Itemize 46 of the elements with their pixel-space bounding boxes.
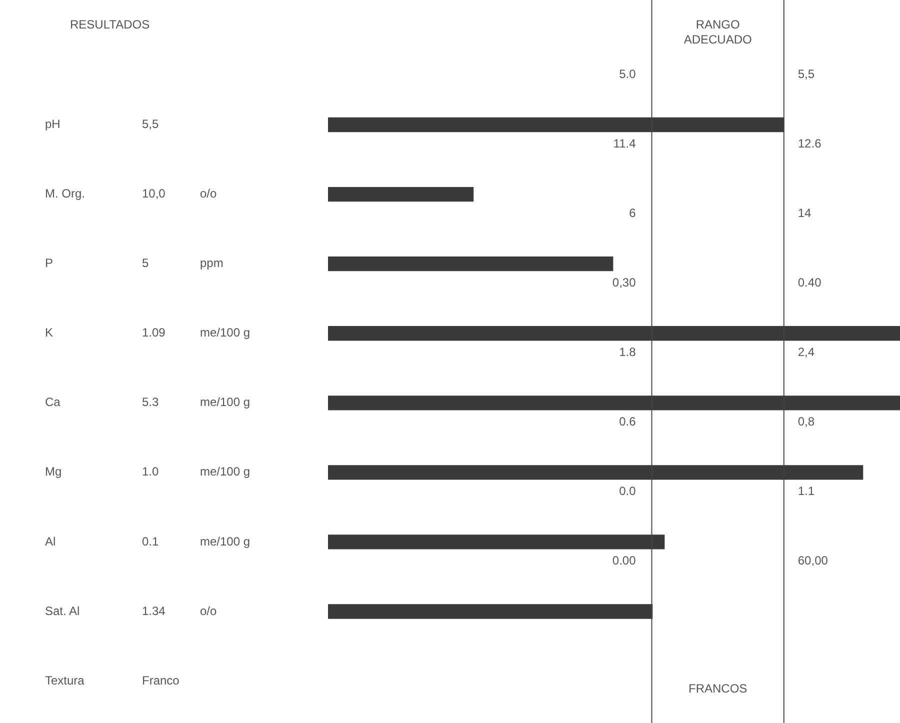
text: 10,0 [142, 186, 166, 201]
bar [328, 186, 474, 202]
text: Franco [142, 673, 180, 688]
annotation: 1.1 [798, 484, 815, 498]
text: 1.0 [142, 464, 160, 479]
text: 0.1 [142, 534, 160, 548]
y-tick-label: pH [45, 117, 60, 132]
y-tick-label: P [45, 256, 54, 270]
y-tick-label: Mg [45, 464, 62, 479]
text: ppm [200, 256, 224, 270]
annotation: 0.40 [798, 276, 822, 290]
text: 5 [142, 256, 149, 270]
text: me/100 g [200, 534, 250, 548]
text: RANGO ADECUADO [684, 17, 752, 46]
y-tick-label: Ca [45, 395, 61, 410]
text: 5,5 [798, 67, 815, 82]
annotation: 14 [798, 206, 812, 220]
text: 1.09 [142, 326, 166, 340]
annotation: 0,8 [798, 414, 815, 429]
text: me/100 g [200, 464, 250, 479]
y-tick-label: K [45, 326, 54, 340]
text: o/o [200, 186, 218, 201]
text: o/o [200, 604, 218, 618]
annotation: 1.8 [619, 345, 636, 360]
text: 1.34 [142, 604, 166, 618]
annotation: 0.6 [619, 414, 636, 429]
annotation: 0.0 [619, 484, 636, 498]
y-tick-label: M. Org. [45, 186, 86, 201]
annotation: 60,00 [798, 554, 828, 568]
bar [328, 256, 614, 272]
text: 5.3 [142, 395, 160, 410]
text: 5,5 [142, 117, 160, 132]
annotation: 0.00 [612, 554, 636, 568]
y-tick-label: Sat. Al [45, 604, 80, 618]
text: me/100 g [200, 395, 250, 410]
text: 5.0 [619, 67, 636, 82]
annotation: 12.6 [798, 136, 822, 151]
text: RESULTADOS [70, 17, 150, 32]
annotation: 11.4 [613, 136, 636, 151]
annotation: 2,4 [798, 345, 815, 360]
y-tick-label: Textura [45, 673, 85, 688]
annotation: FRANCOS [688, 681, 748, 696]
text: me/100 g [200, 326, 250, 340]
annotation: 6 [629, 206, 636, 220]
annotation: 0,30 [612, 276, 636, 290]
y-tick-label: Al [45, 534, 56, 548]
